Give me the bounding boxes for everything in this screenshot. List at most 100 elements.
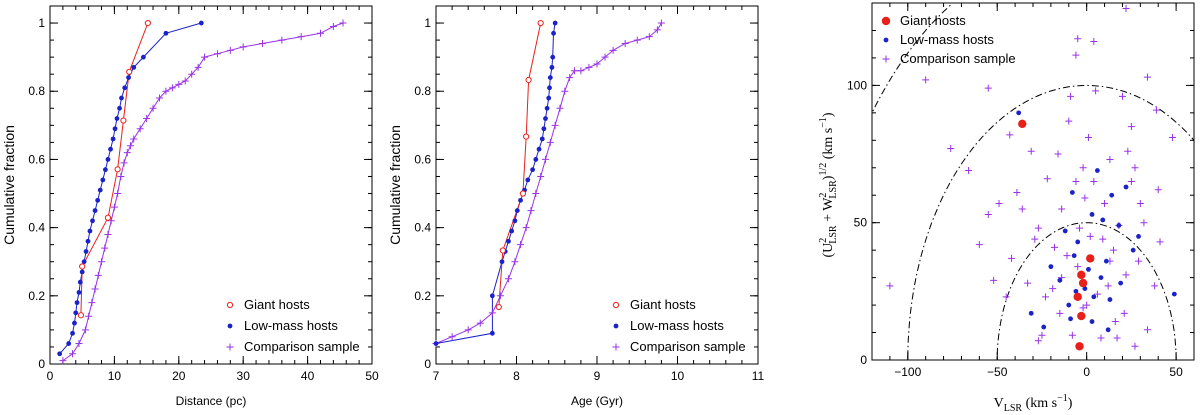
- data-point-comparison-sample: [1072, 178, 1080, 185]
- x-axis-label: VLSR (km s−1): [994, 393, 1073, 414]
- data-point-comparison-sample: [1058, 205, 1066, 213]
- data-point-comparison-sample: [1127, 123, 1135, 131]
- data-point-comparison-sample: [259, 40, 267, 48]
- data-point-comparison-sample: [168, 84, 176, 92]
- data-point-low-mass-hosts: [499, 259, 505, 265]
- data-point-low-mass-hosts: [1116, 223, 1122, 228]
- data-point-low-mass-hosts: [81, 259, 87, 265]
- legend-marker-low-mass-hosts: [613, 323, 619, 329]
- x-tick-label: 10: [671, 369, 685, 383]
- data-point-comparison-sample: [1043, 175, 1051, 183]
- data-point-low-mass-hosts: [76, 290, 82, 295]
- data-point-comparison-sample: [1008, 254, 1016, 262]
- data-point-comparison-sample: [1072, 51, 1080, 59]
- data-point-comparison-sample: [226, 46, 234, 54]
- data-point-low-mass-hosts: [87, 228, 93, 234]
- data-point-low-mass-hosts: [1041, 324, 1047, 330]
- data-point-low-mass-hosts: [66, 341, 72, 346]
- data-point-comparison-sample: [561, 87, 569, 95]
- data-point-comparison-sample: [1122, 271, 1130, 279]
- data-point-low-mass-hosts: [1118, 280, 1124, 286]
- y-tick-label: 0.8: [28, 84, 45, 98]
- data-point-comparison-sample: [517, 241, 525, 249]
- data-point-comparison-sample: [1063, 252, 1071, 260]
- data-point-comparison-sample: [181, 77, 189, 85]
- legend: Giant hosts Low-mass hosts Comparison samp…: [226, 297, 360, 354]
- data-point-comparison-sample: [1031, 235, 1039, 243]
- data-point-low-mass-hosts: [1089, 212, 1095, 217]
- toomre-panel: −100 −50 0 50 0 50 100 Giant hosts Low-mass hos…: [818, 2, 1195, 414]
- legend-label-comparison-sample: Comparison sample: [244, 339, 360, 354]
- data-point-comparison-sample: [110, 203, 118, 211]
- data-point-comparison-sample: [593, 60, 601, 68]
- legend-marker-giant-hosts: [612, 301, 620, 309]
- data-point-giant-hosts: [519, 190, 527, 197]
- y-tick-label: 100: [847, 78, 867, 92]
- data-point-low-mass-hosts: [119, 95, 124, 101]
- y-axis-label: Cumulative fraction: [1, 125, 17, 245]
- data-point-comparison-sample: [1018, 205, 1026, 213]
- x-tick-label: 10: [108, 369, 122, 383]
- data-point-giant-hosts: [537, 19, 544, 27]
- data-point-giant-hosts: [79, 263, 86, 270]
- data-point-low-mass-hosts: [547, 85, 552, 91]
- data-point-giant-hosts: [144, 19, 151, 27]
- data-point-comparison-sample: [609, 46, 617, 54]
- legend-marker-low-mass-hosts: [883, 37, 889, 43]
- data-point-low-mass-hosts: [77, 279, 83, 285]
- data-point-low-mass-hosts: [1123, 184, 1129, 190]
- data-point-low-mass-hosts: [1048, 264, 1054, 270]
- data-point-comparison-sample: [511, 258, 519, 266]
- x-tick-label: 8: [513, 369, 520, 383]
- data-point-giant-hosts: [126, 68, 133, 75]
- data-point-comparison-sample: [1152, 106, 1160, 114]
- data-point-low-mass-hosts: [433, 341, 439, 346]
- data-point-comparison-sample: [1068, 331, 1076, 339]
- series-line-comparison-sample: [435, 22, 662, 344]
- data-point-comparison-sample: [1083, 301, 1091, 309]
- y-tick-label: 0: [424, 357, 431, 371]
- data-point-comparison-sample: [1111, 318, 1119, 326]
- legend-label-giant-hosts: Giant hosts: [630, 297, 696, 312]
- y-axis-label: Cumulative fraction: [387, 125, 403, 245]
- data-point-low-mass-hosts: [1016, 110, 1022, 116]
- data-point-low-mass-hosts: [544, 105, 550, 111]
- data-marks: [432, 19, 665, 348]
- data-point-comparison-sample: [645, 33, 653, 41]
- y-tick-label: 50: [854, 216, 868, 230]
- data-point-comparison-sample: [155, 94, 163, 102]
- data-point-low-mass-hosts: [1071, 253, 1077, 259]
- data-point-low-mass-hosts: [1062, 228, 1068, 234]
- data-point-comparison-sample: [1050, 243, 1058, 251]
- x-tick-label: 0: [1083, 365, 1090, 379]
- data-point-low-mass-hosts: [525, 177, 531, 183]
- data-point-comparison-sample: [1090, 37, 1098, 45]
- data-point-low-mass-hosts: [1073, 288, 1079, 294]
- data-point-low-mass-hosts: [1136, 234, 1141, 239]
- data-point-comparison-sample: [94, 271, 102, 279]
- data-point-low-mass-hosts: [509, 228, 515, 234]
- data-point-comparison-sample: [1143, 73, 1151, 81]
- series-line-low-mass-hosts: [435, 22, 556, 344]
- data-point-comparison-sample: [1143, 326, 1151, 334]
- data-point-comparison-sample: [107, 217, 115, 225]
- data-point-comparison-sample: [448, 333, 456, 341]
- legend: Giant hosts Low-mass hosts Comparison samp…: [612, 297, 746, 354]
- data-point-giant-hosts: [120, 117, 127, 124]
- data-point-low-mass-hosts: [1066, 302, 1072, 308]
- data-point-comparison-sample: [1067, 92, 1075, 100]
- data-point-comparison-sample: [577, 67, 585, 75]
- data-point-low-mass-hosts: [1057, 277, 1063, 283]
- data-point-comparison-sample: [85, 312, 93, 320]
- data-point-comparison-sample: [975, 241, 983, 249]
- data-point-low-mass-hosts: [57, 351, 63, 357]
- x-tick-label: 0: [47, 369, 54, 383]
- data-point-low-mass-hosts: [530, 167, 535, 173]
- data-point-comparison-sample: [984, 84, 992, 92]
- data-point-comparison-sample: [278, 36, 286, 44]
- data-point-low-mass-hosts: [97, 187, 103, 193]
- data-point-comparison-sample: [476, 319, 484, 327]
- data-point-comparison-sample: [75, 340, 83, 348]
- data-point-comparison-sample: [995, 199, 1003, 207]
